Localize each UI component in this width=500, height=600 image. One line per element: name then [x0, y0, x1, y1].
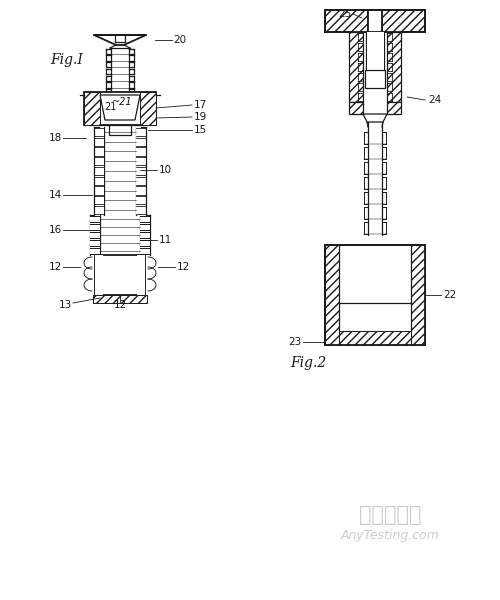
Bar — [94, 127, 104, 215]
Bar — [84, 92, 100, 125]
Text: 12: 12 — [114, 300, 126, 310]
Bar — [411, 245, 425, 345]
Text: 21: 21 — [104, 102, 116, 112]
Text: Fig.I: Fig.I — [50, 53, 83, 67]
Text: 15: 15 — [194, 125, 206, 135]
Bar — [349, 102, 363, 114]
Text: Fig.2: Fig.2 — [290, 356, 326, 370]
Bar — [93, 295, 147, 303]
Bar — [136, 127, 146, 215]
Text: 14: 14 — [48, 190, 62, 200]
Text: AnyTesting.com: AnyTesting.com — [340, 529, 440, 541]
Text: 16: 16 — [48, 225, 62, 235]
Bar — [95, 255, 103, 295]
Text: 嘉峻检测网: 嘉峻检测网 — [359, 505, 421, 525]
Text: 22: 22 — [444, 290, 456, 300]
Text: 18: 18 — [48, 133, 62, 143]
Bar — [140, 215, 150, 255]
Text: 13: 13 — [58, 300, 71, 310]
Text: 10: 10 — [158, 165, 172, 175]
Bar — [109, 125, 131, 135]
Polygon shape — [363, 114, 387, 122]
Bar — [90, 215, 100, 255]
Bar — [95, 255, 145, 295]
Polygon shape — [100, 95, 140, 120]
Bar — [84, 92, 156, 125]
Bar — [365, 70, 385, 88]
Bar — [349, 32, 363, 102]
Bar — [366, 32, 384, 87]
Bar — [387, 32, 401, 102]
Bar — [325, 245, 425, 345]
Bar — [137, 255, 145, 295]
Text: ~21: ~21 — [112, 97, 132, 107]
Bar — [368, 10, 382, 32]
Text: 12: 12 — [48, 262, 62, 272]
Bar — [140, 92, 156, 125]
Text: 25: 25 — [338, 9, 351, 19]
Bar — [325, 245, 425, 345]
Text: 17: 17 — [194, 100, 206, 110]
Text: 19: 19 — [194, 112, 206, 122]
Bar — [325, 10, 425, 32]
Text: 24: 24 — [428, 95, 442, 105]
Bar — [339, 331, 411, 345]
Polygon shape — [94, 35, 146, 45]
Bar — [325, 245, 339, 345]
Text: 12: 12 — [176, 262, 190, 272]
Text: 20: 20 — [174, 35, 186, 45]
Bar — [387, 102, 401, 114]
Text: 11: 11 — [158, 235, 172, 245]
Text: 23: 23 — [288, 337, 302, 347]
